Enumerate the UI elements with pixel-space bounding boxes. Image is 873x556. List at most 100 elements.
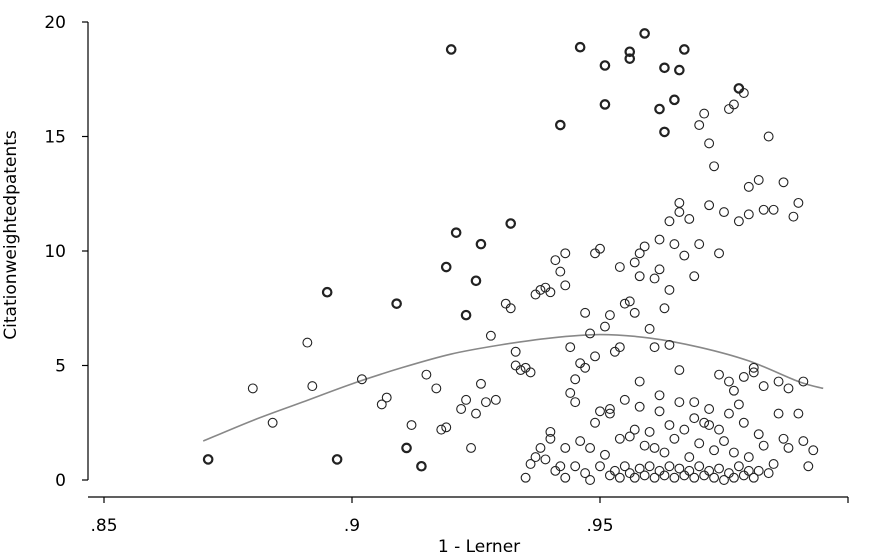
data-point — [629, 257, 640, 268]
data-point — [659, 470, 670, 481]
data-point — [669, 239, 680, 250]
data-point — [778, 433, 789, 444]
data-point — [540, 282, 551, 293]
data-point — [788, 211, 799, 222]
data-point — [793, 408, 804, 419]
data-point — [629, 424, 640, 435]
data-point — [694, 239, 705, 250]
data-point — [520, 472, 531, 483]
data-point — [321, 286, 333, 298]
data-point — [728, 472, 739, 483]
data-point — [619, 394, 630, 405]
data-point — [689, 397, 700, 408]
data-point — [466, 442, 476, 453]
data-point — [684, 452, 695, 463]
data-point — [619, 461, 630, 472]
data-point — [600, 449, 610, 460]
data-point — [376, 399, 387, 410]
data-point — [381, 392, 392, 403]
data-point — [624, 53, 636, 64]
data-point — [724, 468, 734, 479]
data-point — [560, 280, 571, 291]
data-point — [709, 445, 720, 456]
data-point — [748, 472, 759, 483]
data-point — [803, 461, 814, 472]
data-point — [674, 463, 685, 474]
data-point — [604, 404, 615, 414]
data-point — [699, 470, 710, 481]
data-point — [560, 442, 571, 453]
data-point — [307, 381, 318, 392]
data-point — [674, 64, 685, 76]
data-point — [644, 323, 655, 334]
data-point — [580, 307, 591, 318]
data-point — [505, 303, 516, 314]
data-point — [773, 408, 784, 419]
data-point — [654, 390, 665, 401]
data-point — [545, 426, 556, 437]
data-point — [768, 204, 779, 215]
data-point — [728, 385, 739, 396]
data-point — [456, 404, 467, 414]
data-point — [565, 388, 576, 398]
data-point — [595, 461, 605, 472]
data-point — [719, 436, 729, 447]
data-point — [654, 406, 665, 417]
data-point — [580, 362, 591, 373]
data-point — [485, 330, 496, 341]
data-point — [639, 440, 650, 451]
data-point — [649, 273, 660, 284]
data-point — [714, 463, 724, 474]
data-point — [406, 420, 417, 430]
y-tick-label: 15 — [44, 128, 66, 148]
x-tick-label: .9 — [344, 516, 360, 536]
data-point — [550, 255, 561, 266]
data-point — [614, 342, 625, 353]
data-point — [704, 420, 715, 430]
y-axis: 0 5 10 15 20 — [44, 13, 89, 491]
data-point — [624, 46, 636, 58]
data-point — [649, 472, 660, 483]
data-point — [574, 41, 586, 53]
data-point — [436, 424, 447, 435]
data-point — [416, 460, 427, 472]
data-point — [714, 369, 724, 380]
data-point — [664, 284, 675, 295]
data-point — [724, 104, 734, 114]
data-point — [555, 461, 566, 472]
data-point — [575, 436, 586, 447]
data-point — [515, 365, 526, 376]
data-point — [585, 442, 596, 453]
data-point — [585, 328, 596, 339]
x-axis: .85 .9 .95 — [88, 496, 849, 536]
data-point — [619, 298, 630, 309]
data-point — [743, 209, 754, 220]
data-point — [679, 470, 690, 481]
data-point — [520, 362, 531, 373]
data-point — [674, 365, 685, 376]
data-point — [773, 376, 784, 387]
data-point — [704, 138, 715, 149]
data-point — [604, 470, 615, 481]
data-point — [500, 298, 511, 309]
y-tick-label: 5 — [55, 357, 66, 377]
data-point — [798, 376, 809, 387]
data-point — [331, 454, 343, 465]
data-point — [783, 442, 794, 453]
data-point — [247, 383, 258, 394]
data-point — [654, 465, 665, 476]
data-point — [743, 452, 754, 463]
data-point — [475, 238, 487, 250]
data-point — [510, 360, 521, 371]
data-point — [595, 406, 605, 417]
data-point — [689, 472, 700, 483]
data-point — [778, 177, 789, 188]
data-point — [644, 461, 655, 472]
data-point — [689, 413, 700, 424]
fit-curve — [202, 333, 824, 442]
data-point — [391, 298, 402, 309]
data-point — [669, 433, 680, 444]
data-point — [614, 472, 625, 483]
data-point — [654, 103, 665, 115]
data-point — [595, 243, 605, 254]
